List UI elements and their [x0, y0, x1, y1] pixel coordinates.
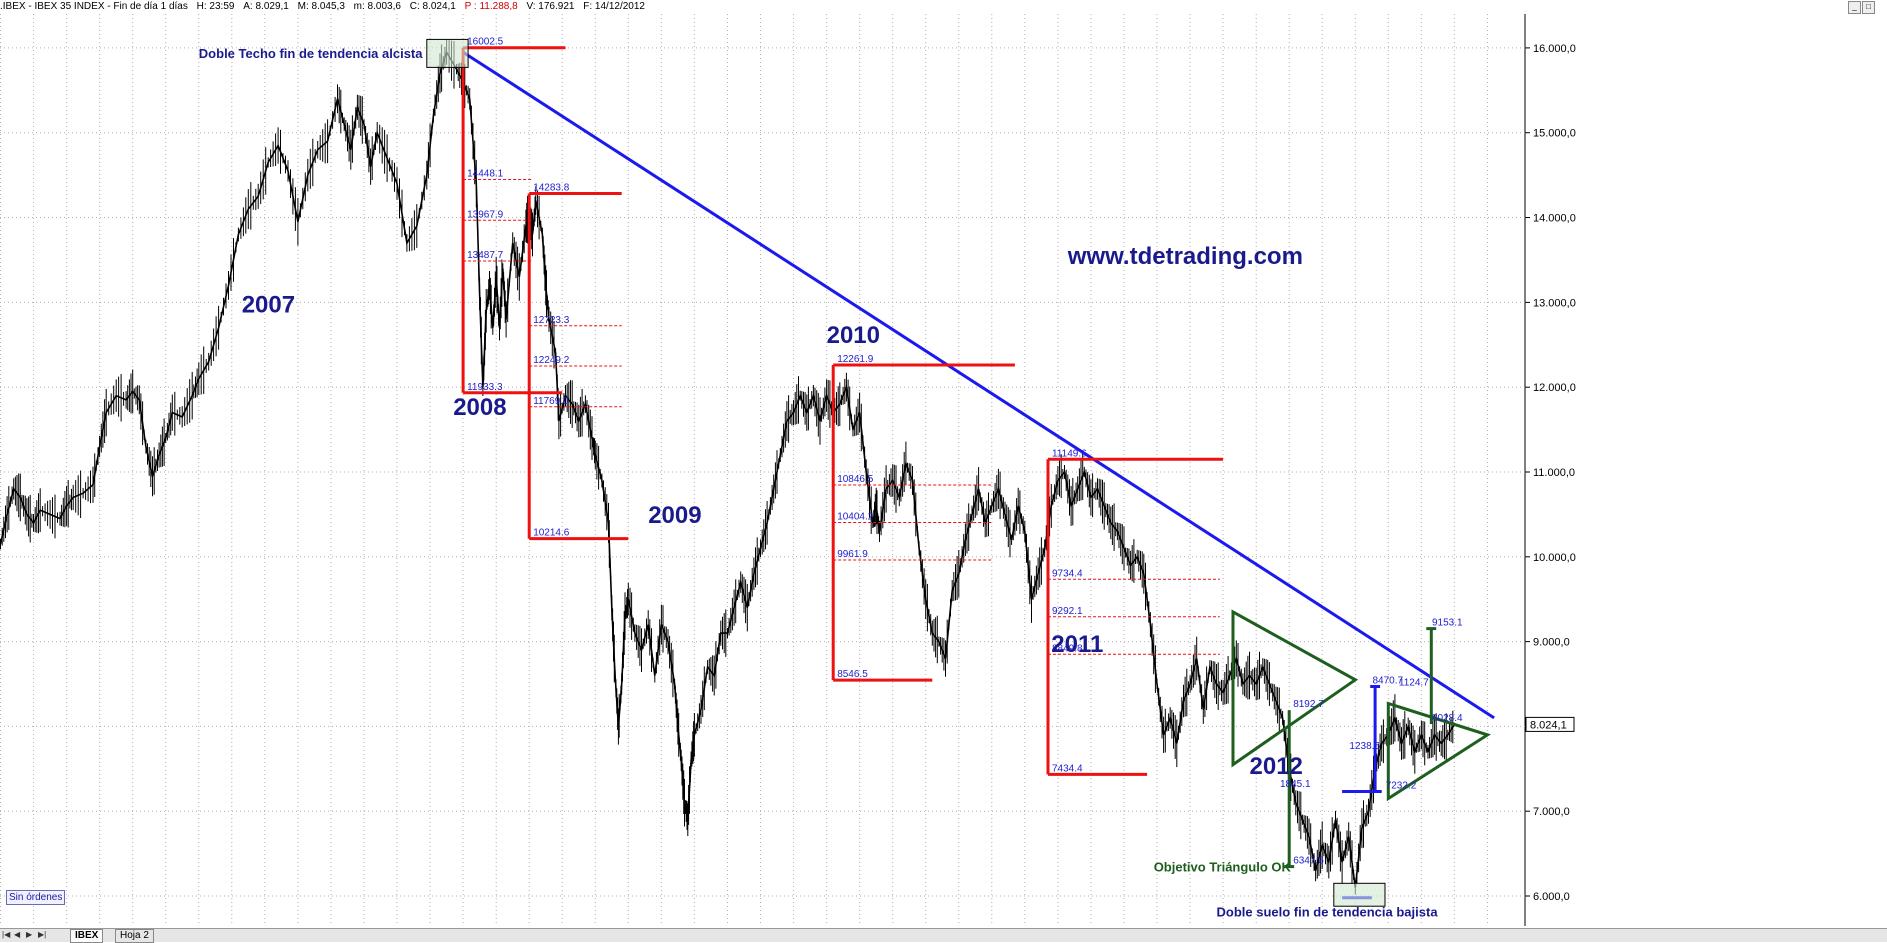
level-label: 13967.9 — [467, 209, 504, 220]
y-tick-label: 6.000,0 — [1533, 891, 1570, 903]
level-label: 9734.4 — [1052, 568, 1083, 579]
level-label: 13487.7 — [467, 250, 504, 261]
year-label-2011: 2011 — [1051, 631, 1103, 658]
level-label: 10404.2 — [837, 512, 874, 523]
close-value: C: 8.024,1 — [409, 1, 456, 12]
year-label-2007: 2007 — [242, 292, 295, 319]
level-label: 14283.8 — [533, 183, 570, 194]
triangle-pattern-2 — [1386, 701, 1492, 802]
level-label: 10846.5 — [837, 474, 874, 485]
price-chart: SepNov06MarMayJulSepNov07MarMayJulSepNov… — [0, 14, 1887, 926]
level-label: 10214.6 — [533, 528, 570, 539]
high-value: M: 8.045,3 — [297, 1, 345, 12]
orders-status[interactable]: Sin órdenes — [6, 890, 66, 905]
double-bottom-label: Doble suelo fin de tendencia bajista — [1217, 904, 1439, 919]
level-label: 11769.0 — [533, 396, 569, 407]
level-label: 1845.1 — [1280, 779, 1311, 790]
triangle-target-label: Objetivo Triángulo OK — [1154, 859, 1292, 874]
level-label: 8028.4 — [1432, 713, 1463, 724]
minimize-icon[interactable]: _ — [1848, 1, 1861, 14]
year-label-2012: 2012 — [1250, 753, 1303, 780]
last-sheet-icon[interactable]: ▶| — [38, 930, 47, 939]
y-tick-label: 16.000,0 — [1533, 43, 1576, 55]
level-label: 11149.6 — [1052, 448, 1087, 459]
level-label: 9292.1 — [1052, 606, 1083, 617]
low-value: m: 8.003,6 — [353, 1, 401, 12]
year-label-2009: 2009 — [648, 502, 701, 529]
date-value: F: 14/12/2012 — [583, 1, 645, 12]
time-value: H: 23:59 — [196, 1, 235, 12]
level-label: 12723.3 — [533, 315, 570, 326]
y-tick-label: 14.000,0 — [1533, 213, 1576, 225]
level-label: 1124.7 — [1399, 677, 1429, 688]
year-label-2008: 2008 — [453, 394, 506, 421]
level-label: 11933.3 — [467, 382, 503, 393]
level-label: 9961.9 — [837, 549, 868, 560]
sheet-tabs-bar: |◀ ◀ ▶ ▶| IBEX Hoja 2 — [0, 928, 1887, 943]
open-value: A: 8.029,1 — [243, 1, 289, 12]
level-label: 16002.5 — [467, 37, 504, 48]
last-price-box — [1525, 716, 1575, 732]
level-label: 7434.4 — [1052, 763, 1083, 774]
first-sheet-icon[interactable]: |◀ — [2, 930, 11, 939]
year-label-2010: 2010 — [827, 322, 880, 349]
triangle-pattern-1 — [1231, 609, 1359, 768]
level-label: 8849.8 — [1052, 643, 1083, 654]
level-label: 1238.5 — [1349, 741, 1380, 752]
double-top-label: Doble Techo fin de tendencia alcista — [199, 46, 423, 61]
level-label: 8192.7 — [1293, 699, 1324, 710]
level-label: 8546.5 — [837, 669, 868, 680]
level-label: 9153.1 — [1432, 618, 1463, 629]
chart-header: .IBEX - IBEX 35 INDEX - Fin de día 1 día… — [0, 0, 1887, 15]
y-tick-label: 13.000,0 — [1533, 297, 1576, 309]
last-price-label: 8.024,1 — [1530, 719, 1567, 731]
level-label: 6347.6 — [1293, 856, 1324, 867]
symbol-title: .IBEX - IBEX 35 INDEX - Fin de día 1 día… — [0, 1, 188, 12]
y-tick-label: 15.000,0 — [1533, 128, 1576, 140]
y-tick-label: 12.000,0 — [1533, 382, 1576, 394]
y-tick-label: 7.000,0 — [1533, 806, 1570, 818]
next-sheet-icon[interactable]: ▶ — [26, 930, 33, 939]
level-label: 12261.9 — [837, 354, 874, 365]
level-label: 8470.7 — [1373, 676, 1404, 687]
website-label: www.tdetrading.com — [1067, 243, 1303, 270]
level-label: 12249.2 — [533, 355, 570, 366]
y-tick-label: 9.000,0 — [1533, 637, 1570, 649]
y-tick-label: 11.000,0 — [1533, 467, 1575, 479]
prev-sheet-icon[interactable]: ◀ — [14, 930, 21, 939]
level-label: 7232.2 — [1386, 781, 1417, 792]
double-top-box — [426, 38, 469, 68]
double-bottom-box — [1333, 882, 1386, 907]
volume-value: V: 176.921 — [526, 1, 575, 12]
restore-icon[interactable]: □ — [1862, 1, 1875, 14]
level-label: 14448.1 — [467, 169, 504, 180]
p-value: P : 11.288,8 — [464, 1, 518, 12]
chart-background — [0, 14, 1887, 926]
y-tick-label: 10.000,0 — [1533, 552, 1576, 564]
downtrend-line — [462, 50, 1495, 720]
